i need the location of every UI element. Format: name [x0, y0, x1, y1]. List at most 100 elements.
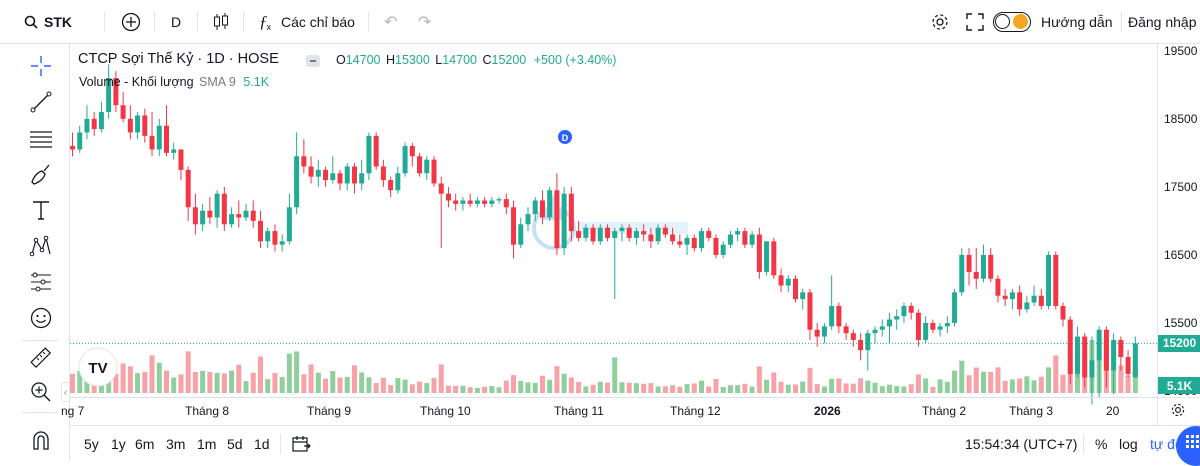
candle-body: [127, 118, 133, 133]
range-6m-button[interactable]: 6m: [135, 436, 155, 452]
zoom-tool[interactable]: [26, 378, 56, 406]
horizontal-lines-tool[interactable]: [26, 124, 56, 152]
last-price-tag: 15200: [1158, 334, 1200, 352]
volume-value: 5.1K: [243, 75, 270, 89]
candle-body: [1031, 295, 1037, 303]
range-1d-button[interactable]: 1d: [254, 436, 270, 452]
chart-type-button[interactable]: [212, 0, 230, 44]
range-3m-button[interactable]: 3m: [166, 436, 186, 452]
volume-bar: [727, 385, 733, 393]
candle-body: [995, 278, 1001, 296]
volume-bar: [351, 365, 357, 393]
volume-bar: [294, 351, 300, 393]
text-icon: [33, 201, 49, 220]
candle-body: [785, 278, 791, 286]
volume-bar: [771, 372, 777, 393]
volume-bar: [135, 373, 141, 393]
range-1y-button[interactable]: 1y: [111, 436, 126, 452]
chart-area[interactable]: D TV 195001850017500165001550014500 1520…: [61, 44, 1200, 461]
text-tool[interactable]: [26, 196, 56, 224]
auto-scale-button[interactable]: tự độ: [1150, 436, 1183, 452]
candle-body: [720, 244, 726, 255]
fullscreen-button[interactable]: [966, 0, 984, 44]
candle-body: [460, 200, 466, 204]
candle-body: [257, 220, 263, 242]
measure-tool[interactable]: [26, 344, 56, 372]
range-5y-button[interactable]: 5y: [84, 436, 99, 452]
volume-bar: [836, 378, 842, 393]
volume-bar: [265, 379, 271, 393]
symbol-title[interactable]: CTCP Sợi Thế Kỷ · 1D · HOSE: [78, 51, 279, 67]
ohlc-values: O14700 H15300 L14700 C15200 +500 (+3.40%…: [336, 53, 616, 67]
projection-tool[interactable]: [26, 268, 56, 296]
price-tick: 16500: [1164, 247, 1198, 262]
candle-body: [445, 193, 451, 201]
pattern-tool[interactable]: [26, 232, 56, 260]
redo-button[interactable]: ↷: [418, 0, 431, 44]
time-axis[interactable]: ng 7 Tháng 8 Tháng 9 Tháng 10 Tháng 11 T…: [61, 397, 1200, 425]
magnet-tool[interactable]: [26, 426, 56, 454]
guide-link[interactable]: Hướng dẫn: [1041, 14, 1113, 30]
candle-body: [973, 271, 979, 279]
candle-body: [1009, 292, 1015, 300]
candle-body: [1060, 305, 1066, 320]
collapse-legend-button[interactable]: [306, 55, 320, 67]
candle-body: [619, 227, 625, 232]
dividend-marker[interactable]: D: [558, 130, 572, 144]
candle-body: [525, 214, 531, 225]
volume-legend[interactable]: Volume - Khối lượng SMA 9 5.1K: [79, 75, 269, 89]
candle-body: [1111, 339, 1117, 371]
clock-timezone[interactable]: 15:54:34 (UTC+7): [965, 436, 1078, 452]
crosshair-tool[interactable]: [26, 52, 56, 80]
theme-toggle[interactable]: [993, 0, 1031, 44]
symbol-label: STK: [44, 14, 72, 30]
percent-scale-button[interactable]: %: [1095, 436, 1108, 452]
volume-bar: [677, 386, 683, 393]
volume-bar: [988, 371, 994, 393]
candle-body: [879, 326, 885, 330]
symbol-search[interactable]: STK: [24, 0, 72, 44]
volume-bar: [1046, 367, 1052, 393]
indicators-button[interactable]: ƒ x Các chỉ báo: [259, 0, 355, 44]
candle-body: [1074, 336, 1080, 374]
candle-body: [764, 241, 770, 272]
volume-tag: 5.1K: [1158, 377, 1200, 394]
volume-bar: [655, 386, 661, 393]
axis-settings-button[interactable]: [1170, 402, 1186, 423]
candle-body: [417, 156, 423, 174]
candle-body: [872, 329, 878, 334]
collapse-toolbar-toggle[interactable]: ‹: [61, 382, 70, 402]
compare-button[interactable]: [121, 0, 141, 44]
log-scale-button[interactable]: log: [1119, 436, 1138, 452]
login-button[interactable]: Đăng nhập: [1128, 14, 1197, 30]
goto-date-button[interactable]: [291, 426, 311, 462]
volume-bar: [937, 379, 943, 393]
time-label: Tháng 2: [922, 404, 967, 418]
candle-body: [858, 339, 864, 351]
undo-button[interactable]: ↶: [384, 0, 397, 44]
price-axis[interactable]: 195001850017500165001550014500 15200 5.1…: [1157, 44, 1200, 425]
candle-body: [359, 173, 365, 184]
high-label: H: [385, 53, 396, 67]
volume-bars: [70, 338, 1138, 393]
volume-bar: [236, 364, 242, 393]
range-1m-button[interactable]: 1m: [197, 436, 217, 452]
settings-button[interactable]: [930, 0, 950, 44]
volume-bar: [453, 385, 459, 393]
volume-bar: [915, 374, 921, 393]
candle-body: [814, 329, 820, 337]
candle-body: [489, 200, 495, 204]
range-5d-button[interactable]: 5d: [227, 436, 243, 452]
interval-button[interactable]: D: [171, 14, 182, 30]
candle-body: [605, 227, 611, 238]
candle-body: [308, 166, 314, 177]
candle-body: [192, 207, 198, 225]
brush-tool[interactable]: [26, 160, 56, 188]
candle-body: [438, 183, 444, 194]
candle-body: [807, 292, 813, 330]
trendline-tool[interactable]: [26, 88, 56, 116]
emoji-tool[interactable]: [26, 304, 56, 332]
price-chart[interactable]: D TV: [70, 44, 1200, 425]
candle-body: [612, 231, 618, 238]
volume-bar: [467, 387, 473, 393]
